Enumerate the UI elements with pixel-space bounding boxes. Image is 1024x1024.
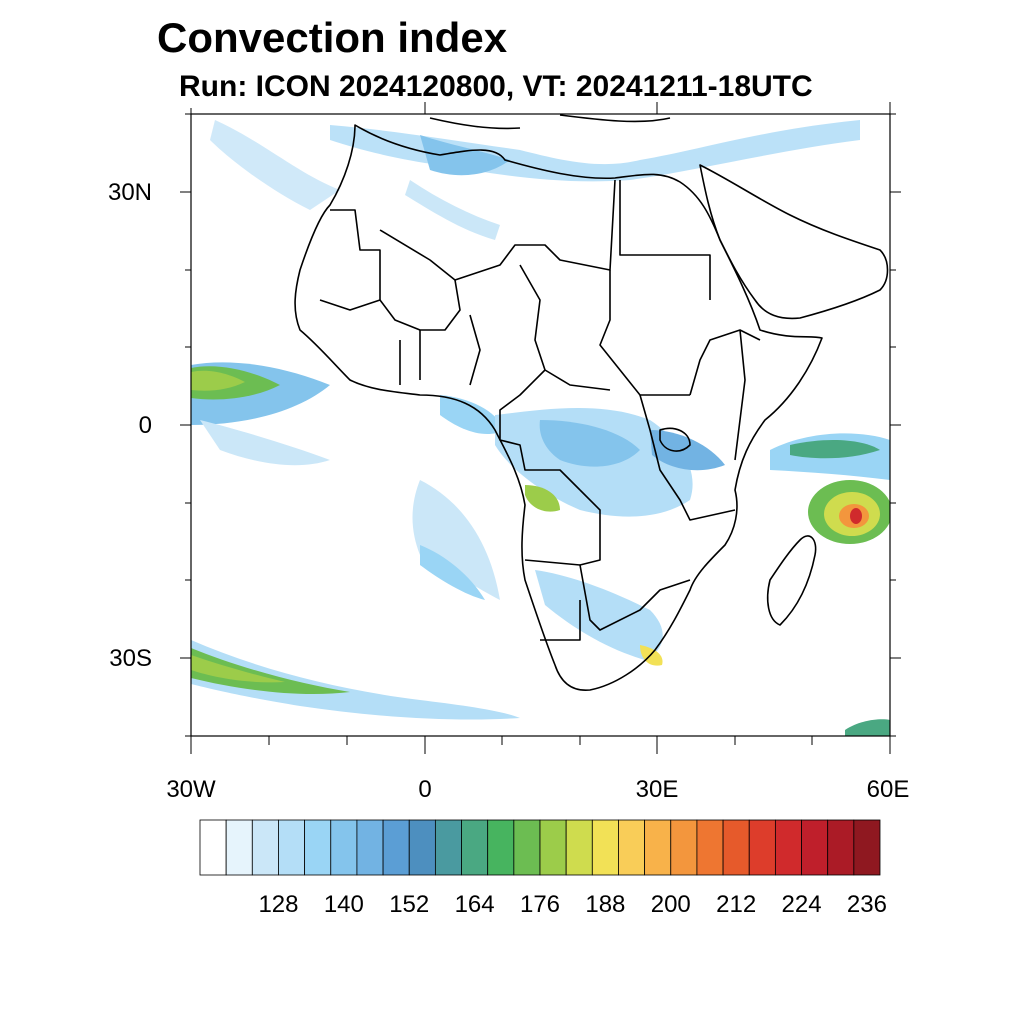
colorbar-tick-label: 164 bbox=[455, 891, 495, 918]
shade-atlantic-low bbox=[200, 420, 330, 466]
shade-angola-coast bbox=[525, 485, 560, 512]
shade-south-band-inner bbox=[191, 655, 285, 683]
colorbar bbox=[199, 819, 881, 876]
madagascar bbox=[766, 535, 817, 626]
shade-sahara-streak bbox=[405, 180, 500, 240]
colorbar-labels: 128 140 152 164 176 188 200 212 224 236 bbox=[258, 891, 887, 918]
shade-se-corner bbox=[845, 719, 890, 736]
colorbar-swatch bbox=[827, 819, 855, 876]
border bbox=[379, 279, 461, 331]
africa-coastline bbox=[294, 124, 823, 691]
shade-congo-core bbox=[539, 420, 640, 467]
lon-label-30w: 30W bbox=[166, 776, 216, 803]
shade-north-band bbox=[210, 120, 340, 210]
border bbox=[619, 180, 711, 300]
colorbar-tick-label: 212 bbox=[716, 891, 756, 918]
colorbar-swatch bbox=[853, 819, 881, 876]
colorbar-swatch bbox=[382, 819, 410, 876]
mediterranean-north bbox=[429, 114, 671, 130]
lon-label-60e: 60E bbox=[867, 776, 910, 803]
lon-ticks bbox=[190, 102, 891, 754]
colorbar-swatch bbox=[251, 819, 279, 876]
colorbar-swatch bbox=[748, 819, 776, 876]
colorbar-swatch bbox=[434, 819, 462, 876]
colorbar-swatch bbox=[461, 819, 489, 876]
colorbar-tick-label: 152 bbox=[389, 891, 429, 918]
colorbar-swatch bbox=[304, 819, 332, 876]
colorbar-tick-label: 236 bbox=[847, 891, 887, 918]
colorbar-swatch bbox=[722, 819, 750, 876]
chart-title: Convection index bbox=[157, 14, 508, 61]
shade-cyclone-eye bbox=[850, 508, 862, 524]
colorbar-swatch bbox=[618, 819, 646, 876]
shade-lakes bbox=[650, 430, 725, 471]
shade-south-atlantic-core bbox=[420, 545, 485, 600]
border bbox=[319, 209, 381, 311]
border bbox=[639, 394, 736, 521]
colorbar-swatch bbox=[591, 819, 619, 876]
convection-shading bbox=[191, 120, 890, 736]
lon-label-0: 0 bbox=[418, 776, 431, 803]
shade-south-band bbox=[191, 640, 520, 720]
colorbar-swatch bbox=[513, 819, 541, 876]
coastlines bbox=[294, 114, 889, 691]
border bbox=[399, 314, 481, 386]
colorbar-swatch bbox=[330, 819, 358, 876]
chart-subtitle: Run: ICON 2024120800, VT: 20241211-18UTC bbox=[179, 70, 813, 103]
border bbox=[519, 264, 611, 391]
shade-south-band-core bbox=[191, 648, 350, 695]
shade-north-band bbox=[330, 120, 860, 182]
shade-io-band-core bbox=[790, 439, 880, 459]
border bbox=[689, 329, 761, 396]
colorbar-tick-label: 188 bbox=[585, 891, 625, 918]
colorbar-tick-label: 224 bbox=[782, 891, 822, 918]
colorbar-swatch bbox=[644, 819, 672, 876]
shade-south-atlantic bbox=[412, 480, 500, 600]
shade-gulf-guinea bbox=[440, 395, 505, 435]
colorbar-swatch bbox=[539, 819, 567, 876]
lat-label-30n: 30N bbox=[108, 179, 152, 206]
shade-southern-africa bbox=[535, 570, 663, 660]
colorbar-swatch bbox=[356, 819, 384, 876]
colorbar-swatch bbox=[278, 819, 306, 876]
colorbar-tick-label: 176 bbox=[520, 891, 560, 918]
colorbar-swatch bbox=[225, 819, 253, 876]
border bbox=[524, 559, 581, 641]
colorbar-swatch bbox=[670, 819, 698, 876]
shade-atlantic-inner bbox=[191, 370, 245, 391]
colorbar-swatch bbox=[487, 819, 515, 876]
lon-label-30e: 30E bbox=[636, 776, 679, 803]
colorbar-swatch bbox=[774, 819, 802, 876]
colorbar-tick-label: 140 bbox=[324, 891, 364, 918]
shade-north-core bbox=[420, 135, 510, 176]
border bbox=[734, 329, 746, 461]
border bbox=[579, 489, 691, 631]
lat-ticks bbox=[180, 113, 901, 737]
border bbox=[499, 369, 581, 491]
colorbar-tick-label: 200 bbox=[651, 891, 691, 918]
colorbar-swatch bbox=[408, 819, 436, 876]
lat-label-30s: 30S bbox=[109, 645, 152, 672]
colorbar-swatch bbox=[801, 819, 829, 876]
colorbar-tick-label: 128 bbox=[258, 891, 298, 918]
arabia bbox=[699, 164, 889, 320]
lat-label-0: 0 bbox=[139, 412, 152, 439]
border bbox=[599, 270, 690, 396]
colorbar-swatch bbox=[199, 819, 227, 876]
colorbar-swatch bbox=[565, 819, 593, 876]
colorbar-swatch bbox=[696, 819, 724, 876]
lake-victoria bbox=[659, 427, 691, 452]
border bbox=[379, 179, 616, 281]
